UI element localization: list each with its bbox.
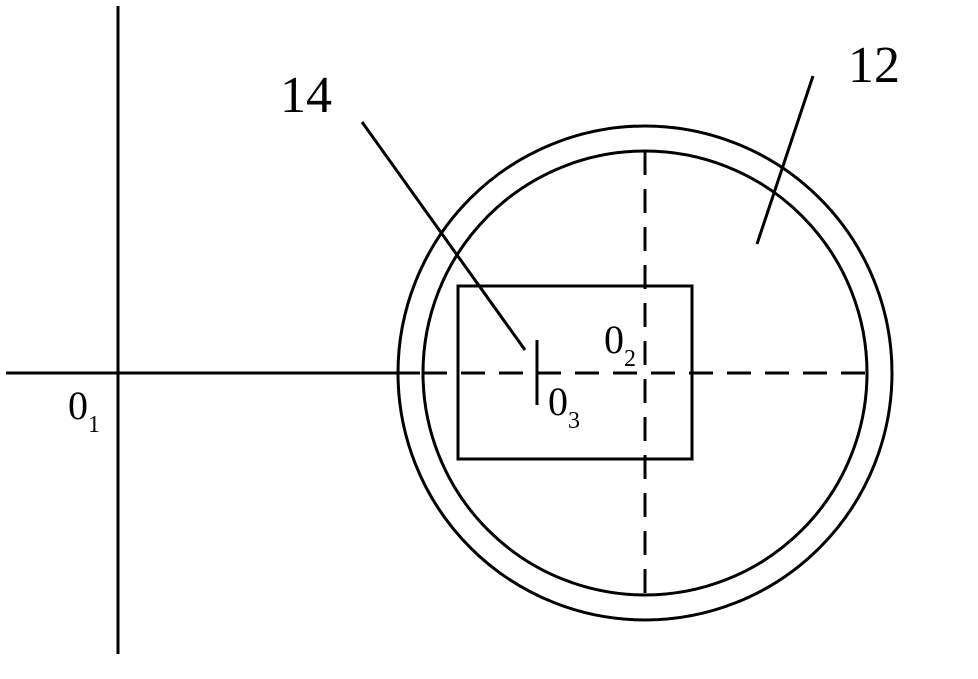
- leader-14: [362, 122, 525, 350]
- ring-inner: [423, 151, 867, 595]
- origin-O1-sub: 1: [88, 412, 100, 438]
- point-O3-label: 03: [548, 378, 580, 431]
- point-O3-sub: 3: [568, 408, 580, 434]
- callout-14-label: 14: [280, 66, 332, 125]
- center-O2-main: 0: [604, 317, 624, 362]
- point-O3-main: 0: [548, 379, 568, 424]
- center-O2-label: 02: [604, 316, 636, 369]
- origin-O1-label: 01: [68, 382, 100, 435]
- center-O2-sub: 2: [624, 346, 636, 372]
- origin-O1-main: 0: [68, 383, 88, 428]
- callout-12-label: 12: [848, 36, 900, 95]
